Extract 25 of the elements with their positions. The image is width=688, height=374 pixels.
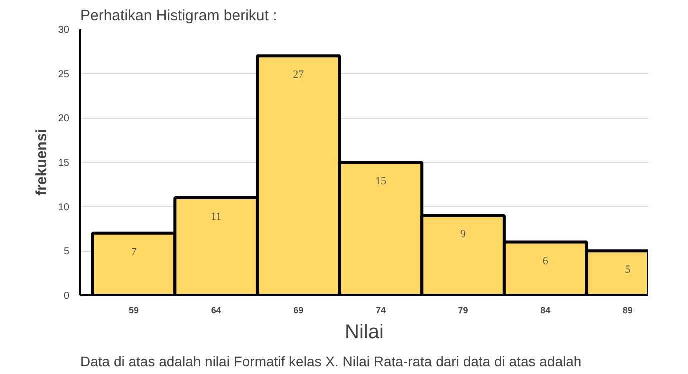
y-tick-label: 5: [64, 246, 70, 258]
x-tick-label: 69: [294, 306, 304, 316]
x-tick-label: 89: [622, 306, 633, 316]
y-tick-label: 25: [58, 69, 70, 80]
y-tick-label: 20: [58, 114, 70, 125]
data-label: 15: [375, 176, 387, 188]
data-label: 6: [542, 255, 549, 268]
x-tick-label: 59: [129, 306, 140, 316]
data-label: 7: [131, 246, 138, 258]
chart-title: Perhatikan Histigram berikut :: [80, 8, 278, 24]
text: Data di atas adalah nilai Formatif kelas X. Nilai Rata-rata dari data di atas adalah: [80, 354, 582, 370]
x-tick-label: 74: [376, 306, 386, 316]
data-label: 27: [293, 69, 305, 82]
x-tick-label: 84: [540, 306, 551, 316]
data-label: 5: [625, 264, 632, 276]
x-tick-label: 79: [458, 306, 468, 316]
x-tick-label: 64: [211, 306, 222, 316]
x-axis-title: Nilai: [345, 322, 384, 344]
data-label: 11: [211, 210, 222, 223]
y-axis-title: frekuensi: [33, 129, 50, 196]
data-label: 9: [460, 228, 467, 241]
y-tick-label: 15: [58, 158, 70, 169]
y-tick-label: 10: [58, 202, 70, 214]
y-tick-label: 0: [64, 291, 70, 302]
y-tick-label: 30: [58, 25, 70, 36]
